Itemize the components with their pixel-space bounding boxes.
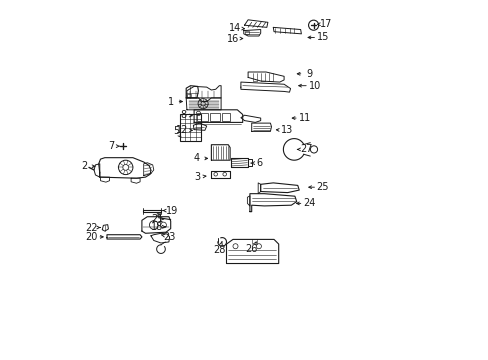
- Text: 8: 8: [180, 110, 186, 120]
- Bar: [209, 113, 220, 121]
- Text: 16: 16: [226, 33, 239, 44]
- Text: 9: 9: [305, 69, 312, 79]
- Bar: [222, 113, 230, 121]
- Bar: [186, 94, 191, 97]
- Bar: [179, 114, 201, 141]
- Text: 25: 25: [316, 182, 328, 192]
- Text: 28: 28: [213, 245, 225, 255]
- Text: 27: 27: [300, 144, 312, 154]
- Text: 23: 23: [163, 232, 176, 242]
- Text: 20: 20: [85, 232, 98, 242]
- Text: 11: 11: [298, 113, 310, 123]
- Bar: [244, 31, 248, 34]
- Text: 18: 18: [151, 222, 163, 232]
- Text: 26: 26: [245, 244, 257, 255]
- Text: 21: 21: [151, 214, 163, 224]
- Text: 19: 19: [165, 206, 178, 216]
- Text: 15: 15: [316, 32, 328, 42]
- Text: 22: 22: [85, 222, 98, 233]
- Text: 4: 4: [194, 153, 200, 163]
- Text: 5: 5: [173, 126, 179, 136]
- Text: 24: 24: [303, 198, 315, 208]
- Bar: [197, 113, 207, 121]
- Text: 12: 12: [176, 125, 188, 135]
- Text: 7: 7: [108, 141, 114, 151]
- Text: 1: 1: [167, 96, 173, 107]
- Text: 6: 6: [256, 158, 262, 168]
- Text: 17: 17: [320, 19, 332, 29]
- Text: 14: 14: [228, 23, 241, 33]
- Text: 13: 13: [280, 125, 292, 135]
- Text: 2: 2: [81, 161, 87, 171]
- Text: 3: 3: [194, 172, 200, 182]
- Text: 10: 10: [308, 81, 320, 91]
